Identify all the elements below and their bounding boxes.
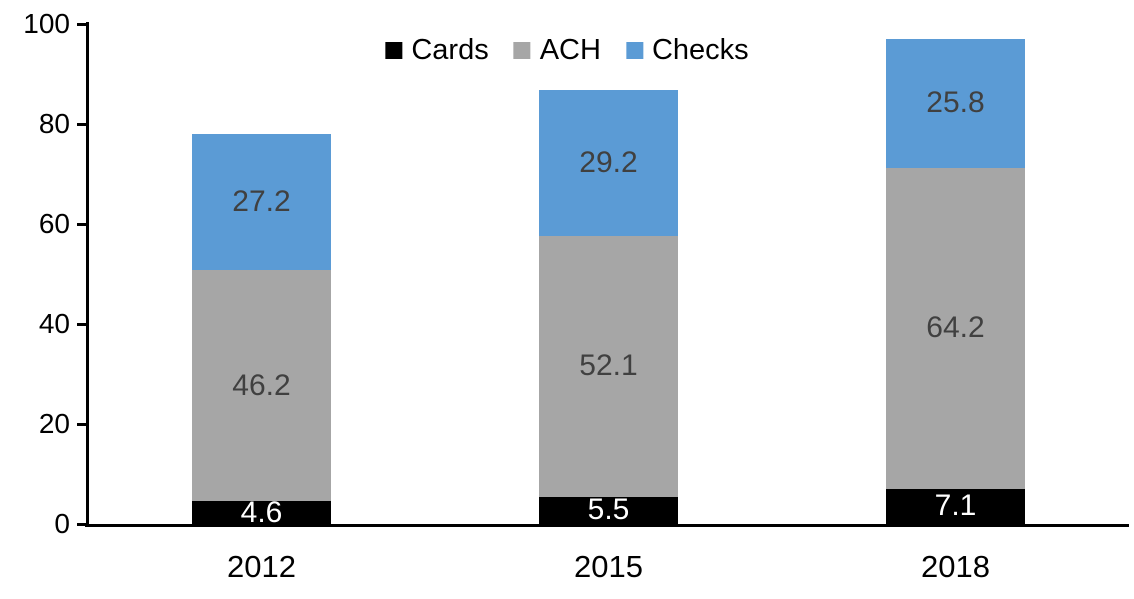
legend-label-ach: ACH: [539, 34, 601, 66]
bar-segment-ach-2012: 46.2: [192, 270, 331, 501]
y-tick-label: 60: [38, 208, 70, 239]
y-tick-label: 80: [38, 108, 70, 139]
y-tick-mark: [77, 422, 88, 426]
y-tick-mark: [77, 22, 88, 26]
y-tick-label: 0: [54, 508, 70, 539]
x-category-label-2015: 2015: [574, 549, 643, 584]
x-axis-line: [85, 524, 1129, 527]
y-tick-label: 20: [38, 408, 70, 439]
legend-swatch-checks: [625, 42, 643, 59]
y-tick-mark: [77, 322, 88, 326]
legend-item-cards: Cards: [385, 34, 489, 66]
bar-segment-ach-2015: 52.1: [539, 236, 678, 497]
y-tick-mark: [77, 522, 88, 526]
legend: Cards ACH Checks: [385, 34, 749, 66]
bar-segment-checks-2018: 25.8: [886, 38, 1025, 168]
bar-segment-cards-2012: 4.6: [192, 497, 331, 527]
legend-label-cards: Cards: [411, 34, 489, 66]
y-tick-label: 40: [38, 308, 70, 339]
bar-segment-ach-2018: 64.2: [886, 167, 1025, 489]
legend-label-checks: Checks: [651, 34, 749, 66]
legend-swatch-ach: [513, 42, 531, 59]
bar-segment-cards-2018: 7.1: [886, 488, 1025, 524]
bar-segment-checks-2015: 29.2: [539, 90, 678, 236]
x-category-label-2018: 2018: [921, 549, 990, 584]
legend-item-checks: Checks: [625, 34, 749, 66]
legend-item-ach: ACH: [513, 34, 601, 66]
y-tick-label: 100: [23, 8, 70, 39]
legend-swatch-cards: [385, 42, 403, 59]
x-category-label-2012: 2012: [227, 549, 296, 584]
y-tick-mark: [77, 122, 88, 126]
y-axis-line: [86, 22, 89, 527]
bar-segment-cards-2015: 5.5: [539, 495, 678, 525]
y-tick-mark: [77, 222, 88, 226]
bar-segment-checks-2012: 27.2: [192, 134, 331, 270]
